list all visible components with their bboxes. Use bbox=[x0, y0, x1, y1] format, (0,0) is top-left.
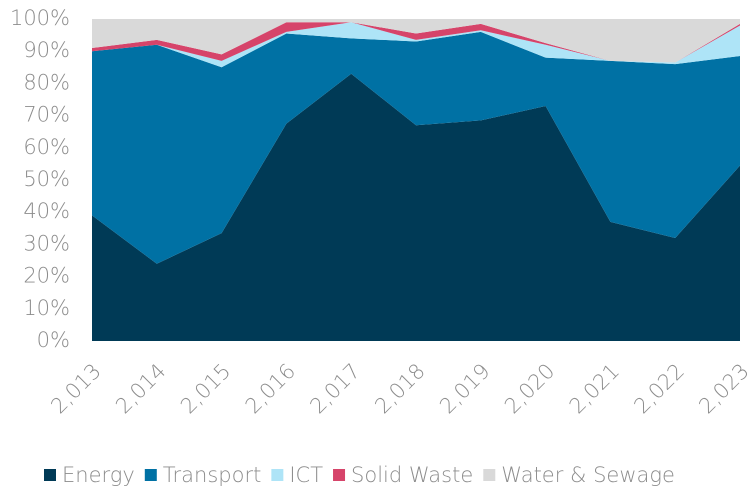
legend-label: Transport bbox=[163, 463, 262, 487]
y-tick-label: 0% bbox=[37, 328, 70, 352]
y-tick-label: 70% bbox=[23, 103, 70, 127]
legend-swatch bbox=[483, 469, 496, 481]
y-tick-label: 50% bbox=[23, 167, 70, 191]
x-tick-label: 2,021 bbox=[565, 359, 624, 418]
y-tick-label: 80% bbox=[23, 70, 70, 94]
legend-label: Water & Sewage bbox=[501, 463, 675, 487]
y-tick-label: 30% bbox=[23, 231, 70, 255]
y-tick-label: 100% bbox=[10, 6, 70, 30]
y-tick-label: 20% bbox=[23, 264, 70, 288]
x-tick-label: 2,017 bbox=[305, 359, 364, 418]
x-tick-label: 2,014 bbox=[111, 359, 170, 418]
area bbox=[92, 73, 740, 342]
x-tick-label: 2,023 bbox=[694, 359, 753, 418]
legend-label: Solid Waste bbox=[351, 463, 473, 487]
x-tick-label: 2,018 bbox=[370, 359, 429, 418]
legend-swatch bbox=[44, 469, 56, 481]
x-tick-label: 2,013 bbox=[46, 359, 105, 418]
area bbox=[92, 22, 740, 68]
area bbox=[92, 31, 740, 264]
y-tick-label: 60% bbox=[23, 135, 70, 159]
y-tick-label: 40% bbox=[23, 199, 70, 223]
legend-label: ICT bbox=[289, 463, 323, 487]
area bbox=[92, 22, 740, 63]
area bbox=[92, 19, 740, 63]
legend-swatch bbox=[271, 469, 284, 481]
x-tick-label: 2,016 bbox=[241, 359, 300, 418]
legend-label: Energy bbox=[62, 463, 135, 487]
x-tick-label: 2,015 bbox=[176, 359, 235, 418]
y-tick-label: 10% bbox=[23, 296, 70, 320]
x-tick-label: 2,019 bbox=[435, 359, 494, 418]
legend-swatch bbox=[333, 469, 346, 481]
x-tick-label: 2,022 bbox=[629, 359, 688, 418]
x-tick-label: 2,020 bbox=[500, 359, 559, 418]
y-tick-label: 90% bbox=[23, 38, 70, 62]
legend-swatch bbox=[144, 469, 157, 481]
